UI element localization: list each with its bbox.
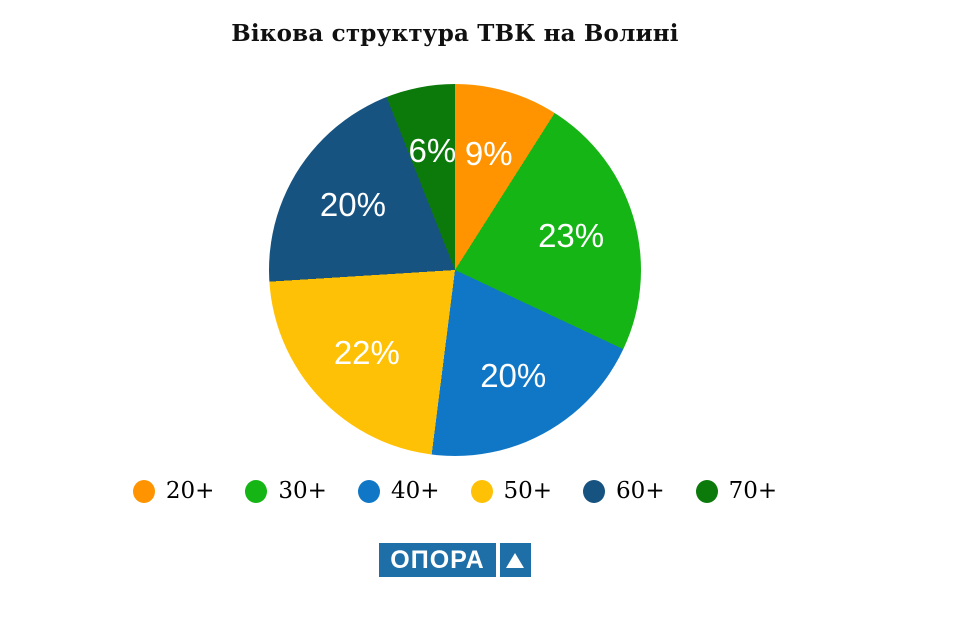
pie-slice-label: 6% bbox=[408, 132, 457, 170]
opora-logo: ОПОРА bbox=[0, 543, 910, 577]
legend-item: 40+ bbox=[357, 478, 440, 504]
chart-title: Вікова структура ТВК на Волині bbox=[231, 20, 679, 47]
legend-item: 70+ bbox=[695, 478, 778, 504]
legend-circle-icon bbox=[695, 479, 718, 503]
pie-slice-label: 22% bbox=[333, 333, 400, 371]
legend-item: 20+ bbox=[132, 478, 215, 504]
legend-label: 50+ bbox=[503, 478, 553, 504]
legend-item: 50+ bbox=[470, 478, 553, 504]
legend-circle-icon bbox=[357, 479, 380, 503]
legend-item: 60+ bbox=[583, 478, 665, 504]
pie-slice-label: 20% bbox=[319, 186, 386, 224]
pie-slice-label: 9% bbox=[464, 134, 513, 172]
legend-label: 20+ bbox=[165, 478, 215, 504]
opora-logo-text: ОПОРА bbox=[379, 543, 496, 577]
pie-chart: 9% 23% 20% 22% 20% 6% bbox=[269, 84, 641, 456]
legend-item: 30+ bbox=[245, 478, 327, 504]
legend-circle-icon bbox=[470, 479, 493, 503]
pie-circle bbox=[269, 84, 641, 456]
pie-slice-label: 20% bbox=[480, 356, 547, 394]
opora-logo-mark bbox=[499, 543, 531, 577]
legend-circle-icon bbox=[583, 479, 606, 503]
pie-slice-label: 23% bbox=[538, 217, 605, 255]
legend: 20+ 30+ 40+ 50+ 60+ 70+ bbox=[0, 478, 910, 504]
legend-label: 60+ bbox=[616, 478, 665, 504]
chart-container: Вікова структура ТВК на Волині 9% 23% 20% 2… bbox=[0, 20, 910, 577]
triangle-up-icon bbox=[506, 552, 525, 568]
legend-circle-icon bbox=[245, 479, 268, 503]
legend-label: 30+ bbox=[278, 478, 327, 504]
legend-label: 40+ bbox=[390, 478, 440, 504]
legend-circle-icon bbox=[132, 479, 155, 503]
legend-label: 70+ bbox=[728, 478, 778, 504]
